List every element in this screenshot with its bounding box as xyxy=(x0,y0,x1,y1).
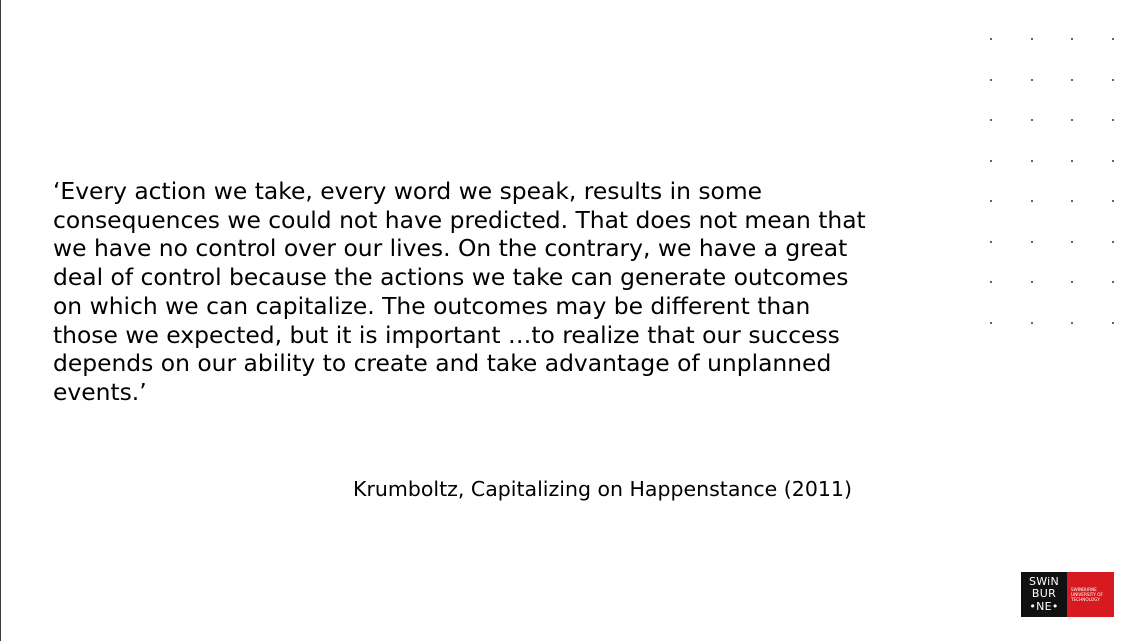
grid-dot xyxy=(990,38,993,41)
grid-dot xyxy=(1111,281,1114,284)
grid-dot xyxy=(1111,38,1114,41)
grid-dot xyxy=(1030,38,1033,41)
grid-dot xyxy=(1111,240,1114,243)
grid-dot xyxy=(1111,321,1114,324)
grid-dot xyxy=(1030,240,1033,243)
logo-mark-line: •NE• xyxy=(1029,599,1059,613)
grid-dot xyxy=(1071,78,1074,81)
logo-wordmark: SWINBURNE UNIVERSITY OF TECHNOLOGY xyxy=(1067,572,1114,617)
logo-name-line: SWINBURNE xyxy=(1071,587,1097,592)
quote-line: on which we can capitalize. The outcomes… xyxy=(53,291,811,320)
logo-mark: SWiN BUR •NE• xyxy=(1021,572,1067,617)
logo-mark-line: SWiN xyxy=(1028,574,1060,588)
quote-text: ‘Every action we take, every word we spe… xyxy=(53,177,903,407)
quote-line: depends on our ability to create and tak… xyxy=(53,349,832,378)
logo-mark-line: BUR xyxy=(1031,587,1057,601)
grid-dot xyxy=(990,321,993,324)
grid-dot xyxy=(1071,281,1074,284)
grid-dot xyxy=(1111,78,1114,81)
grid-dot xyxy=(1030,321,1033,324)
logo-name-line: UNIVERSITY OF xyxy=(1071,592,1103,597)
grid-dot xyxy=(1030,200,1033,203)
logo-name-line: TECHNOLOGY xyxy=(1071,597,1100,602)
grid-dot xyxy=(1071,200,1074,203)
grid-dot xyxy=(1030,281,1033,284)
quote-attribution: Krumboltz, Capitalizing on Happenstance … xyxy=(353,477,852,501)
quote-line: deal of control because the actions we t… xyxy=(53,263,849,292)
decorative-dot-grid xyxy=(985,30,1125,330)
swinburne-logo: SWiN BUR •NE• SWINBURNE UNIVERSITY OF TE… xyxy=(1021,572,1114,617)
grid-dot xyxy=(990,159,993,162)
grid-dot xyxy=(1071,321,1074,324)
grid-dot xyxy=(990,200,993,203)
quote-line: consequences we could not have predicted… xyxy=(53,205,866,234)
grid-dot xyxy=(1071,240,1074,243)
grid-dot xyxy=(1030,159,1033,162)
grid-dot xyxy=(1030,119,1033,122)
grid-dot xyxy=(1071,38,1074,41)
grid-dot xyxy=(1030,78,1033,81)
quote-line: events.’ xyxy=(53,377,147,406)
quote-line: those we expected, but it is important …… xyxy=(53,320,840,349)
grid-dot xyxy=(990,281,993,284)
grid-dot xyxy=(990,119,993,122)
grid-dot xyxy=(1111,159,1114,162)
grid-dot xyxy=(1071,159,1074,162)
grid-dot xyxy=(1071,119,1074,122)
quote-line: we have no control over our lives. On th… xyxy=(53,234,848,263)
grid-dot xyxy=(990,78,993,81)
grid-dot xyxy=(1111,200,1114,203)
grid-dot xyxy=(1111,119,1114,122)
quote-line: ‘Every action we take, every word we spe… xyxy=(53,177,763,205)
grid-dot xyxy=(990,240,993,243)
